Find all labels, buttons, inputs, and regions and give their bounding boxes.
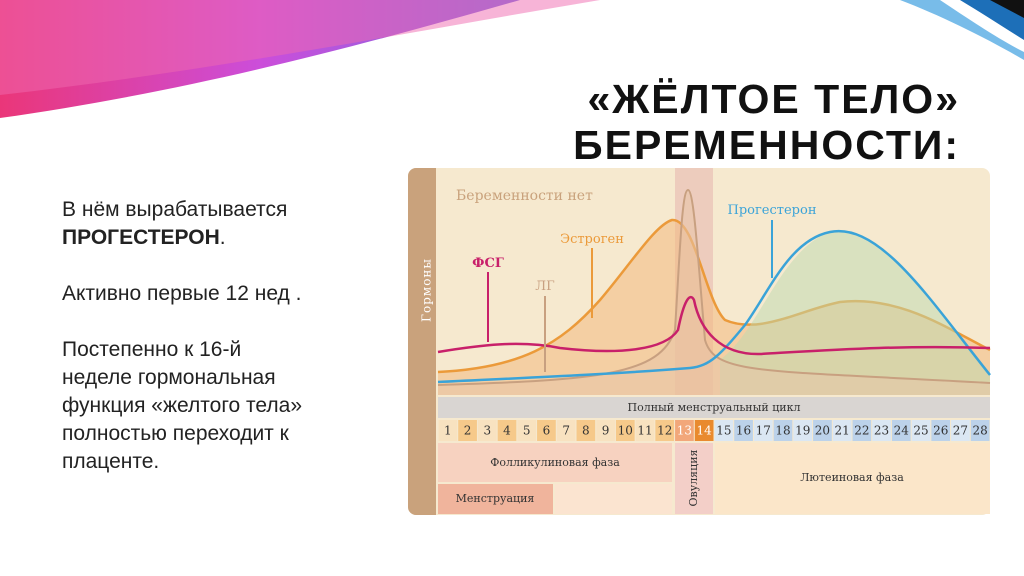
- day-cell: [438, 420, 458, 441]
- cycle-label: Полный менструальный цикл: [628, 401, 801, 414]
- day-label: 16: [736, 424, 751, 438]
- follicular-label: Фолликулиновая фаза: [490, 456, 620, 469]
- paragraph: Активно первые 12 нед .: [62, 282, 302, 305]
- day-label: 26: [933, 424, 948, 438]
- title-line: БЕРЕМЕННОСТИ:: [573, 122, 960, 168]
- day-cell: [852, 420, 872, 441]
- day-label: 7: [562, 424, 570, 438]
- day-label: 28: [973, 424, 988, 438]
- day-cell: [615, 420, 635, 441]
- text: В нём вырабатывается: [62, 198, 288, 221]
- day-cell: [734, 420, 753, 441]
- progesterone-area: [720, 231, 990, 395]
- day-cell: [458, 420, 477, 441]
- day-label: 6: [543, 424, 551, 438]
- day-label: 18: [775, 424, 790, 438]
- line: полностью переходит к: [62, 422, 289, 445]
- day-label: 13: [677, 424, 692, 438]
- day-label: 5: [523, 424, 531, 438]
- axis-band: [408, 168, 436, 515]
- luteal-label: Лютеиновая фаза: [800, 471, 904, 484]
- day-label: 8: [582, 424, 590, 438]
- day-cell: [773, 420, 793, 441]
- day-label: 14: [697, 424, 713, 438]
- day-label: 3: [483, 424, 491, 438]
- day-cell: [891, 420, 911, 441]
- follicular-cell: [438, 443, 672, 482]
- day-label: 22: [854, 424, 869, 438]
- day-cell: [556, 420, 576, 441]
- estrogen-label: Эстроген: [560, 232, 624, 247]
- line: функция «желтого тела»: [62, 394, 303, 417]
- progesterone-curve: [437, 229, 991, 384]
- day-label: 27: [953, 424, 968, 438]
- day-label: 11: [637, 424, 652, 438]
- menstruation-label: Менструация: [456, 492, 535, 505]
- day-label: 19: [795, 424, 810, 438]
- lh-curve: [437, 188, 991, 386]
- day-cell: [694, 420, 714, 441]
- day-cell: [931, 420, 951, 441]
- day-label: 20: [815, 424, 830, 438]
- axis-label: Гормоны: [420, 258, 434, 322]
- day-label: 12: [657, 424, 672, 438]
- cycle-row: [438, 397, 990, 418]
- bold-text: ПРОГЕСТЕРОН: [62, 226, 220, 249]
- day-cell: [477, 420, 497, 441]
- day-cell: [517, 420, 537, 441]
- day-cell: [497, 420, 517, 441]
- day-row: 1 2 3 4 5 6 7 8 9 10 11 12 13 14 15 16 17 18 19 20 21 22 23 24 2…: [438, 420, 990, 441]
- line: плаценте.: [62, 450, 160, 473]
- day-cell: [951, 420, 970, 441]
- progesterone-label: Прогестерон: [728, 203, 817, 218]
- day-label: 2: [464, 424, 472, 438]
- day-cell: [635, 420, 655, 441]
- day-cell: [675, 420, 694, 441]
- day-label: 23: [874, 424, 889, 438]
- ovulation-label: Овуляция: [687, 449, 700, 506]
- day-cell: [970, 420, 990, 441]
- paragraph: Постепенно к 16-й неделе гормональная фу…: [62, 336, 392, 476]
- menstruation-cell: [438, 484, 553, 514]
- title-line: «ЖЁЛТОЕ ТЕЛО»: [587, 76, 960, 122]
- day-cell: [596, 420, 615, 441]
- day-cell: [793, 420, 813, 441]
- line: неделе гормональная: [62, 366, 276, 389]
- day-cell: [714, 420, 734, 441]
- line: Постепенно к 16-й: [62, 338, 242, 361]
- text: .: [219, 226, 226, 249]
- day-label: 9: [602, 424, 610, 438]
- paragraph: В нём вырабатывается ПРОГЕСТЕРОН.: [62, 196, 392, 252]
- day-label: 17: [756, 424, 771, 438]
- heading: Беременности нет: [456, 188, 593, 204]
- luteal-cell: [715, 443, 990, 514]
- day-label: 25: [913, 424, 928, 438]
- day-label: 24: [894, 424, 910, 438]
- lh-label: ЛГ: [535, 279, 555, 294]
- day-cell: [537, 420, 556, 441]
- ovulation-cell: [675, 443, 713, 514]
- day-cell: [813, 420, 832, 441]
- title: «ЖЁЛТОЕ ТЕЛО» БЕРЕМЕННОСТИ:: [573, 76, 960, 168]
- day-label: 21: [835, 424, 850, 438]
- day-label: 1: [444, 424, 452, 438]
- day-label: 15: [716, 424, 731, 438]
- day-cell: [832, 420, 852, 441]
- day-cell: [872, 420, 891, 441]
- day-cell: [911, 420, 931, 441]
- body-text: В нём вырабатывается ПРОГЕСТЕРОН. Активно…: [62, 196, 392, 504]
- day-label: 4: [503, 424, 511, 438]
- day-cell: [655, 420, 675, 441]
- day-label: 10: [618, 424, 633, 438]
- day-cell: [753, 420, 773, 441]
- fsh-label: ФСГ: [472, 256, 504, 271]
- cell: [555, 484, 672, 514]
- day-cell: [576, 420, 596, 441]
